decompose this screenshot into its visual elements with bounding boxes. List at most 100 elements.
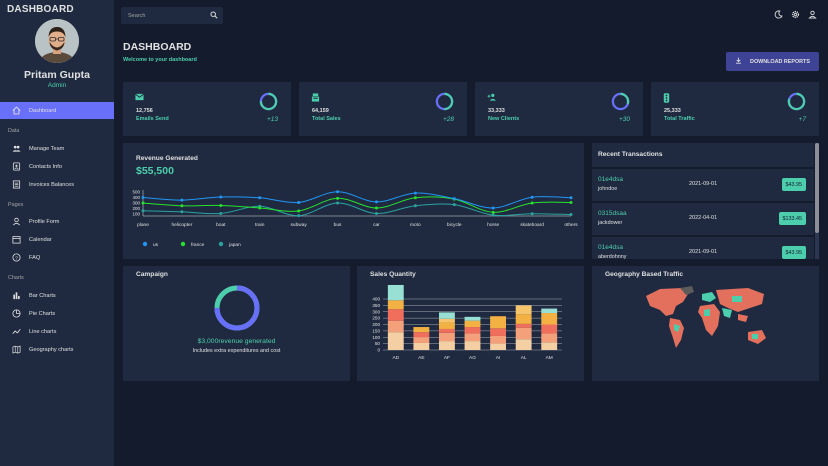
series-line-us bbox=[142, 191, 572, 209]
sidebar-item-label: Bar Charts bbox=[29, 292, 56, 299]
page-subtitle: Welcome to your dashboard bbox=[123, 57, 197, 63]
bar-segment-kebab bbox=[490, 328, 506, 336]
sidebar-item-dashboard[interactable]: Dashboard bbox=[0, 102, 114, 119]
y-tick-label: 200 bbox=[132, 206, 140, 211]
x-tick-label: AF bbox=[444, 355, 450, 361]
timeline-icon bbox=[12, 327, 21, 336]
bar-segment-hot dog bbox=[490, 343, 506, 350]
y-tick-label: 100 bbox=[132, 212, 140, 217]
sidebar-item-faq[interactable]: ? FAQ bbox=[0, 249, 114, 266]
data-point-france bbox=[336, 196, 340, 200]
y-tick-label: 250 bbox=[372, 316, 380, 321]
stat-value: 33,333 bbox=[488, 108, 505, 114]
sidebar-item-label: Line charts bbox=[29, 328, 57, 335]
sidebar-item-manage-team[interactable]: Manage Team bbox=[0, 140, 114, 157]
contacts-icon bbox=[12, 162, 21, 171]
bar-segment-fries bbox=[439, 312, 455, 319]
sidebar-item-label: Profile Form bbox=[29, 218, 60, 225]
data-point-us bbox=[374, 200, 378, 204]
transaction-cost: $133.45 bbox=[778, 212, 806, 225]
campaign-panel: Campaign $3,000revenue generated Include… bbox=[123, 266, 350, 381]
sidebar-item-pie-charts[interactable]: Pie Charts bbox=[0, 305, 114, 322]
legend-label-japan: japan bbox=[228, 242, 241, 248]
avatar[interactable] bbox=[35, 19, 79, 63]
progress-ring bbox=[259, 92, 278, 111]
data-point-us bbox=[336, 190, 340, 194]
sidebar-item-label: Dashboard bbox=[29, 107, 57, 114]
stat-value: 12,756 bbox=[136, 108, 153, 114]
stat-label: Total Sales bbox=[312, 116, 341, 122]
data-point-france bbox=[258, 206, 262, 210]
data-point-france bbox=[219, 203, 223, 207]
transaction-cost: $43.95 bbox=[781, 246, 806, 259]
sidebar-item-label: Manage Team bbox=[29, 145, 65, 152]
transaction-row[interactable]: 0315dsaa jackdower 2022-04-01 $133.45 bbox=[592, 203, 814, 235]
person-icon bbox=[12, 217, 21, 226]
download-reports-button[interactable]: DOWNLOAD REPORTS bbox=[726, 52, 819, 71]
data-point-us bbox=[491, 206, 495, 210]
sales-quantity-panel: Sales Quantity 0 50 100 150 200 250 300 350 400 A… bbox=[357, 266, 584, 381]
transaction-date: 2022-04-01 bbox=[689, 215, 718, 221]
transaction-id: 01e4dsa bbox=[598, 244, 623, 251]
app-brand: DASHBOARD bbox=[7, 4, 74, 15]
x-tick-label: AL bbox=[521, 355, 527, 361]
sidebar-item-line-charts[interactable]: Line charts bbox=[0, 323, 114, 340]
transaction-row[interactable]: 01e4dsa johndoe 2021-09-01 $43.95 bbox=[592, 169, 814, 201]
x-tick-label: AE bbox=[418, 355, 424, 361]
map-icon bbox=[12, 345, 21, 354]
data-point-france bbox=[491, 210, 495, 214]
sidebar-item-label: Calendar bbox=[29, 236, 52, 243]
transaction-user: aberdohnny bbox=[598, 254, 627, 259]
scrollbar-thumb[interactable] bbox=[815, 143, 819, 233]
x-tick-label: others bbox=[564, 222, 578, 228]
bar-segment-burger bbox=[439, 332, 455, 342]
stat-increase: +28 bbox=[442, 116, 454, 123]
sidebar-item-bar-charts[interactable]: Bar Charts bbox=[0, 287, 114, 304]
search-input[interactable]: Search bbox=[121, 7, 223, 24]
progress-ring bbox=[435, 92, 454, 111]
transactions-title: Recent Transactions bbox=[598, 151, 663, 158]
search-icon[interactable] bbox=[210, 11, 218, 21]
help-icon: ? bbox=[12, 253, 21, 262]
sidebar-item-contacts[interactable]: Contacts Info bbox=[0, 158, 114, 175]
stat-card-sales: 64,159 Total Sales +28 bbox=[299, 82, 467, 136]
data-point-japan bbox=[297, 214, 301, 218]
sidebar-item-geography-charts[interactable]: Geography charts bbox=[0, 341, 114, 358]
x-tick-label: AG bbox=[469, 355, 476, 361]
transactions-header: Recent Transactions bbox=[592, 143, 814, 167]
bar-segment-donut bbox=[515, 314, 532, 324]
legend-label-france: france bbox=[191, 242, 205, 248]
data-point-us bbox=[413, 191, 417, 195]
user-name: Pritam Gupta bbox=[24, 69, 90, 81]
bar-segment-hot dog bbox=[541, 342, 558, 350]
bar-segment-kebab bbox=[439, 328, 455, 333]
data-point-japan bbox=[219, 211, 223, 215]
bar-segment-sandwich bbox=[515, 305, 532, 315]
transactions-scrollbar[interactable] bbox=[815, 143, 819, 259]
bar-segment-kebab bbox=[541, 324, 558, 334]
geography-panel: Geography Based Traffic bbox=[592, 266, 819, 381]
sidebar-item-profile-form[interactable]: Profile Form bbox=[0, 213, 114, 230]
bar-segment-donut bbox=[541, 313, 558, 325]
dark-mode-icon[interactable] bbox=[774, 10, 783, 19]
transaction-id: 0315dsaa bbox=[598, 210, 627, 217]
data-point-us bbox=[258, 196, 262, 200]
y-tick-label: 400 bbox=[372, 297, 380, 302]
sidebar-item-invoices[interactable]: Invoices Balances bbox=[0, 176, 114, 193]
x-tick-label: AI bbox=[496, 355, 501, 361]
person-icon[interactable] bbox=[808, 10, 817, 19]
data-point-france bbox=[413, 196, 417, 200]
progress-ring bbox=[611, 92, 630, 111]
settings-icon[interactable] bbox=[791, 10, 800, 19]
data-point-france bbox=[374, 206, 378, 210]
sidebar-item-label: Geography charts bbox=[29, 346, 74, 353]
data-point-us bbox=[569, 196, 573, 200]
world-map[interactable] bbox=[638, 282, 778, 362]
sidebar-item-calendar[interactable]: Calendar bbox=[0, 231, 114, 248]
sidebar-item-label: Invoices Balances bbox=[29, 181, 75, 188]
bar-segment-burger bbox=[515, 327, 532, 340]
pie-chart-icon bbox=[12, 309, 21, 318]
transaction-row[interactable]: 01e4dsa aberdohnny 2021-09-01 $43.95 bbox=[592, 237, 814, 259]
